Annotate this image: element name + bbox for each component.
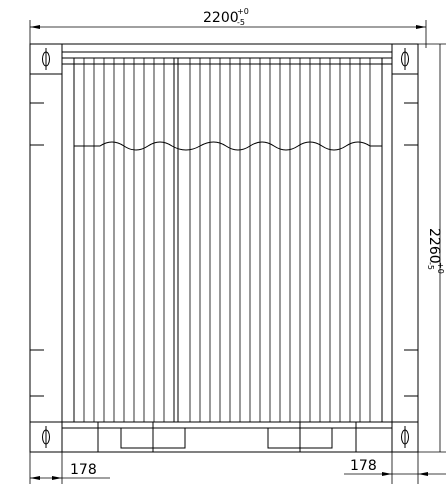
width-tolerance-lower: -5 (237, 18, 245, 27)
corner-casting-top-right (391, 43, 419, 75)
width-dimension: 2200 +0 -5 (29, 7, 427, 48)
hinges-right (404, 102, 418, 397)
height-value: 2260 (426, 228, 442, 264)
corner-right-value: 178 (350, 458, 377, 474)
corner-casting-bottom-right (391, 421, 419, 453)
width-tolerance-upper: +0 (237, 7, 249, 16)
corner-dimension-left: 178 (29, 452, 110, 484)
height-dimension: 2260 +0 -5 (418, 43, 446, 453)
corner-casting-top-left (29, 43, 63, 75)
width-value: 2200 (203, 10, 239, 26)
corner-left-value: 178 (70, 462, 97, 478)
height-tolerance-upper: +0 (436, 262, 445, 274)
break-line (74, 141, 382, 151)
height-tolerance-lower: -5 (426, 262, 435, 270)
bottom-pocket-right (267, 422, 333, 452)
corner-casting-bottom-left (29, 421, 63, 453)
bottom-pocket-left (120, 422, 186, 452)
door-corrugations (73, 57, 383, 423)
corner-dimension-right: 178 (344, 452, 446, 484)
hinges-left (30, 102, 44, 397)
